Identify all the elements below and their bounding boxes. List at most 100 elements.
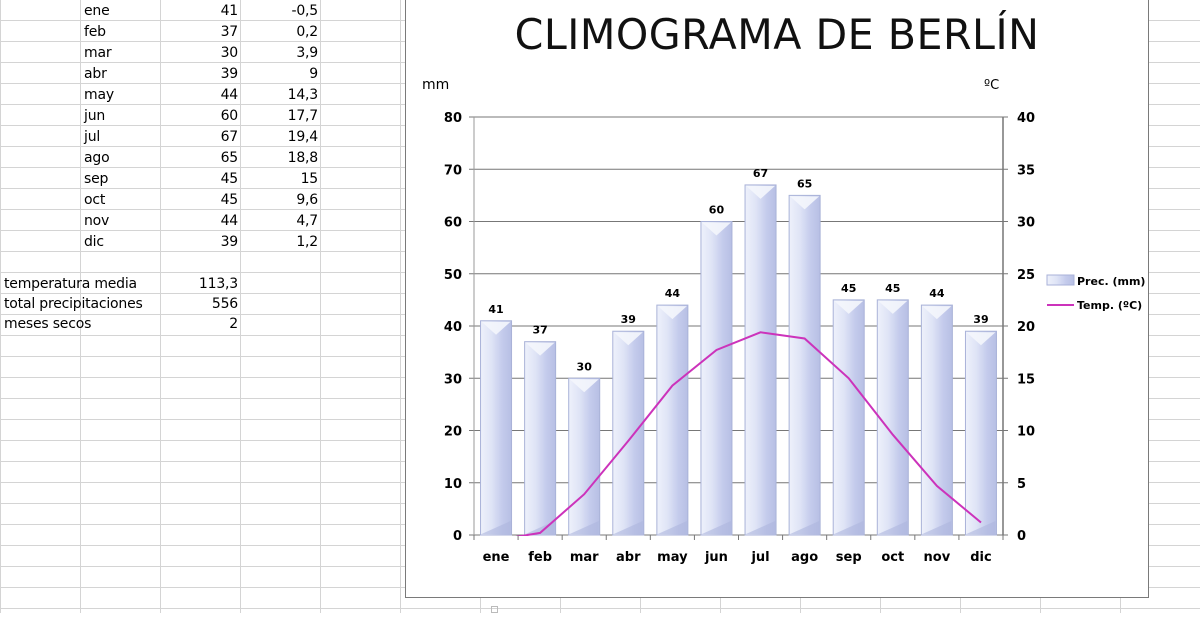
bar-data-label: 44 [929, 287, 945, 300]
left-axis-tick-label: 50 [444, 268, 462, 283]
month-cell[interactable]: nov [84, 213, 110, 229]
precipitation-cell[interactable]: 67 [220, 129, 239, 145]
bar-data-label: 39 [973, 313, 988, 326]
right-axis-tick-label: 15 [1017, 372, 1035, 387]
grid-bottom-margin [0, 613, 1200, 630]
legend-label-precipitation: Prec. (mm) [1077, 275, 1145, 288]
precipitation-bar[interactable] [568, 377, 601, 536]
temperature-cell[interactable]: 18,8 [287, 150, 319, 166]
bar-data-label: 45 [885, 282, 900, 295]
precipitation-bar[interactable] [832, 299, 865, 536]
summary-label-cell[interactable]: temperatura media [4, 276, 137, 292]
cell-handle-icon [491, 606, 498, 613]
month-cell[interactable]: sep [84, 171, 109, 187]
left-axis-tick-label: 70 [444, 163, 462, 178]
right-axis-tick-label: 5 [1017, 477, 1026, 492]
category-label: jul [750, 550, 769, 565]
climograph-chart[interactable]: CLIMOGRAMA DE BERLÍN 0 10 20 30 40 50 60 70 80 0 5… [405, 0, 1149, 598]
right-axis-tick-label: 30 [1017, 216, 1035, 231]
temperature-line[interactable] [496, 331, 982, 540]
precipitation-cell[interactable]: 39 [220, 234, 239, 250]
legend-bar-swatch-icon [1046, 274, 1075, 286]
precipitation-bar[interactable] [744, 184, 777, 536]
month-cell[interactable]: ago [84, 150, 110, 166]
left-axis-tick-label: 20 [444, 425, 462, 440]
category-label: dic [970, 550, 991, 565]
temperature-cell[interactable]: 14,3 [287, 87, 319, 103]
month-cell[interactable]: mar [84, 45, 112, 61]
category-label: jun [704, 550, 728, 565]
summary-value-cell[interactable]: 556 [211, 296, 238, 312]
month-cell[interactable]: abr [84, 66, 107, 82]
month-cell[interactable]: jul [84, 129, 101, 145]
precipitation-bar[interactable] [964, 330, 997, 536]
category-label: ago [791, 550, 818, 565]
month-cell[interactable]: ene [84, 3, 110, 19]
precipitation-bar[interactable] [920, 304, 953, 536]
summary-label-cell[interactable]: meses secos [4, 316, 92, 332]
chart-title: CLIMOGRAMA DE BERLÍN [514, 10, 1040, 59]
temperature-cell[interactable]: 9,6 [296, 192, 318, 208]
precipitation-cell[interactable]: 41 [220, 3, 239, 19]
bar-data-label: 37 [532, 324, 547, 337]
legend: Prec. (mm) Temp. (ºC) [1046, 274, 1145, 312]
right-axis-unit: ºC [984, 78, 999, 93]
precipitation-bar[interactable] [788, 194, 821, 536]
left-axis-unit: mm [422, 77, 449, 93]
precipitation-cell[interactable]: 44 [220, 87, 239, 103]
precipitation-bar[interactable] [480, 320, 513, 536]
temperature-cell[interactable]: -0,5 [291, 3, 318, 19]
temperature-cell[interactable]: 19,4 [287, 129, 319, 145]
category-label: sep [836, 550, 862, 565]
left-axis-tick-label: 40 [444, 320, 462, 335]
right-axis-tick-label: 25 [1017, 268, 1035, 283]
precipitation-bar[interactable] [700, 221, 733, 536]
category-label: ene [483, 550, 510, 565]
month-cell[interactable]: jun [84, 108, 106, 124]
bar-data-label: 65 [797, 177, 812, 190]
month-cell[interactable]: oct [84, 192, 106, 208]
month-cell[interactable]: may [84, 87, 114, 103]
bar-data-label: 60 [709, 204, 725, 217]
temperature-cell[interactable]: 17,7 [287, 108, 319, 124]
summary-value-cell[interactable]: 2 [229, 316, 238, 332]
precipitation-bar[interactable] [656, 304, 689, 536]
precipitation-cell[interactable]: 39 [220, 66, 239, 82]
left-axis-tick-label: 60 [444, 216, 462, 231]
summary-label-cell[interactable]: total precipitaciones [4, 296, 143, 312]
precipitation-cell[interactable]: 65 [220, 150, 239, 166]
temperature-cell[interactable]: 15 [300, 171, 319, 187]
precipitation-bar[interactable] [524, 341, 557, 536]
legend-label-temperature: Temp. (ºC) [1077, 299, 1142, 312]
temperature-cell[interactable]: 0,2 [296, 24, 318, 40]
category-label: may [657, 550, 688, 565]
precipitation-cell[interactable]: 60 [220, 108, 239, 124]
bar-data-label: 39 [621, 313, 636, 326]
right-axis-tick-label: 35 [1017, 163, 1035, 178]
month-cell[interactable]: dic [84, 234, 104, 250]
precipitation-cell[interactable]: 44 [220, 213, 239, 229]
temperature-cell[interactable]: 3,9 [296, 45, 318, 61]
bar-data-label: 44 [665, 287, 681, 300]
precipitation-cell[interactable]: 45 [220, 171, 239, 187]
temperature-cell[interactable]: 4,7 [296, 213, 318, 229]
category-label: mar [570, 550, 599, 565]
temperature-cell[interactable]: 1,2 [296, 234, 318, 250]
left-axis-tick-label: 0 [453, 529, 462, 544]
precipitation-bar[interactable] [876, 299, 909, 536]
precipitation-cell[interactable]: 30 [220, 45, 239, 61]
right-axis-tick-label: 10 [1017, 425, 1035, 440]
precipitation-bar[interactable] [612, 330, 645, 536]
month-cell[interactable]: feb [84, 24, 106, 40]
bar-data-label: 30 [577, 360, 593, 373]
precipitation-cell[interactable]: 45 [220, 192, 239, 208]
temperature-cell[interactable]: 9 [309, 66, 318, 82]
left-axis-tick-label: 10 [444, 477, 462, 492]
chart-plot: 0 10 20 30 40 50 60 70 80 0 5 10 15 20 25 30 35 40 mm ºC 41 e… [422, 77, 1145, 565]
summary-value-cell[interactable]: 113,3 [198, 276, 238, 292]
precipitation-cell[interactable]: 37 [220, 24, 239, 40]
bar-data-label: 45 [841, 282, 856, 295]
category-label: nov [924, 550, 951, 565]
bar-data-label: 67 [753, 167, 768, 180]
right-axis-tick-label: 40 [1017, 111, 1035, 126]
